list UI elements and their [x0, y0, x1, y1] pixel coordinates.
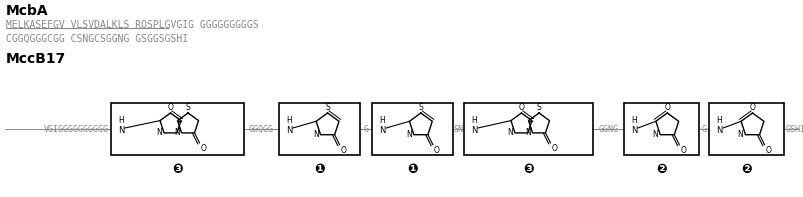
Text: S: S [418, 102, 422, 112]
Text: N: N [406, 130, 411, 139]
Text: S: S [185, 102, 190, 112]
Text: O: O [551, 144, 556, 153]
Text: GGNG: GGNG [597, 125, 618, 134]
Text: N: N [507, 128, 512, 137]
Text: N: N [117, 126, 124, 135]
Text: H: H [379, 116, 385, 125]
Text: N: N [312, 130, 318, 139]
Text: McbA: McbA [6, 4, 48, 18]
Text: O: O [434, 146, 439, 155]
Text: H: H [630, 116, 636, 125]
Text: O: O [167, 102, 173, 112]
Bar [463, 103, 592, 155]
Text: O: O [748, 102, 755, 112]
Text: N: N [630, 126, 636, 135]
Text: N: N [652, 130, 658, 139]
Text: H: H [471, 116, 476, 125]
Text: MELKASEFGV VLSVDALKLS RQSPLGVGIG GGGGGGGGGS: MELKASEFGV VLSVDALKLS RQSPLGVGIG GGGGGGG… [6, 20, 259, 30]
Text: GGQGG: GGQGG [248, 125, 274, 134]
Text: O: O [200, 144, 206, 153]
Text: O: O [679, 146, 686, 155]
Text: O: O [764, 146, 771, 155]
Text: H: H [286, 116, 291, 125]
Text: GSHI: GSHI [785, 125, 803, 134]
Text: MccB17: MccB17 [6, 52, 66, 66]
Text: VGIGGGGGGGGGG: VGIGGGGGGGGGG [44, 125, 109, 134]
Text: ❶: ❶ [407, 163, 418, 176]
Bar [111, 103, 243, 155]
Text: O: O [518, 102, 524, 112]
Text: G: G [363, 125, 369, 134]
Text: O: O [663, 102, 670, 112]
Text: N: N [737, 130, 743, 139]
Text: O: O [340, 146, 346, 155]
Bar [623, 103, 698, 155]
Text: ❷: ❷ [655, 163, 666, 176]
Text: SN: SN [453, 125, 463, 134]
Text: N: N [715, 126, 721, 135]
Text: ❸: ❸ [172, 163, 182, 176]
Text: ❶: ❶ [314, 163, 324, 176]
Text: N: N [524, 128, 530, 137]
Text: H: H [118, 116, 124, 125]
Bar [708, 103, 783, 155]
Bar [279, 103, 360, 155]
Text: N: N [378, 126, 385, 135]
Text: N: N [470, 126, 476, 135]
Text: CGGQGGGCGG CSNGCSGGNG GSGGSGSHI: CGGQGGGCGG CSNGCSGGNG GSGGSGSHI [6, 34, 188, 44]
Text: S: S [536, 102, 540, 112]
Text: ❸: ❸ [522, 163, 533, 176]
Text: G: G [700, 125, 706, 134]
Bar [372, 103, 453, 155]
Text: N: N [285, 126, 291, 135]
Text: N: N [156, 128, 162, 137]
Text: S: S [324, 102, 329, 112]
Text: N: N [173, 128, 179, 137]
Text: H: H [715, 116, 721, 125]
Text: ❷: ❷ [740, 163, 751, 176]
